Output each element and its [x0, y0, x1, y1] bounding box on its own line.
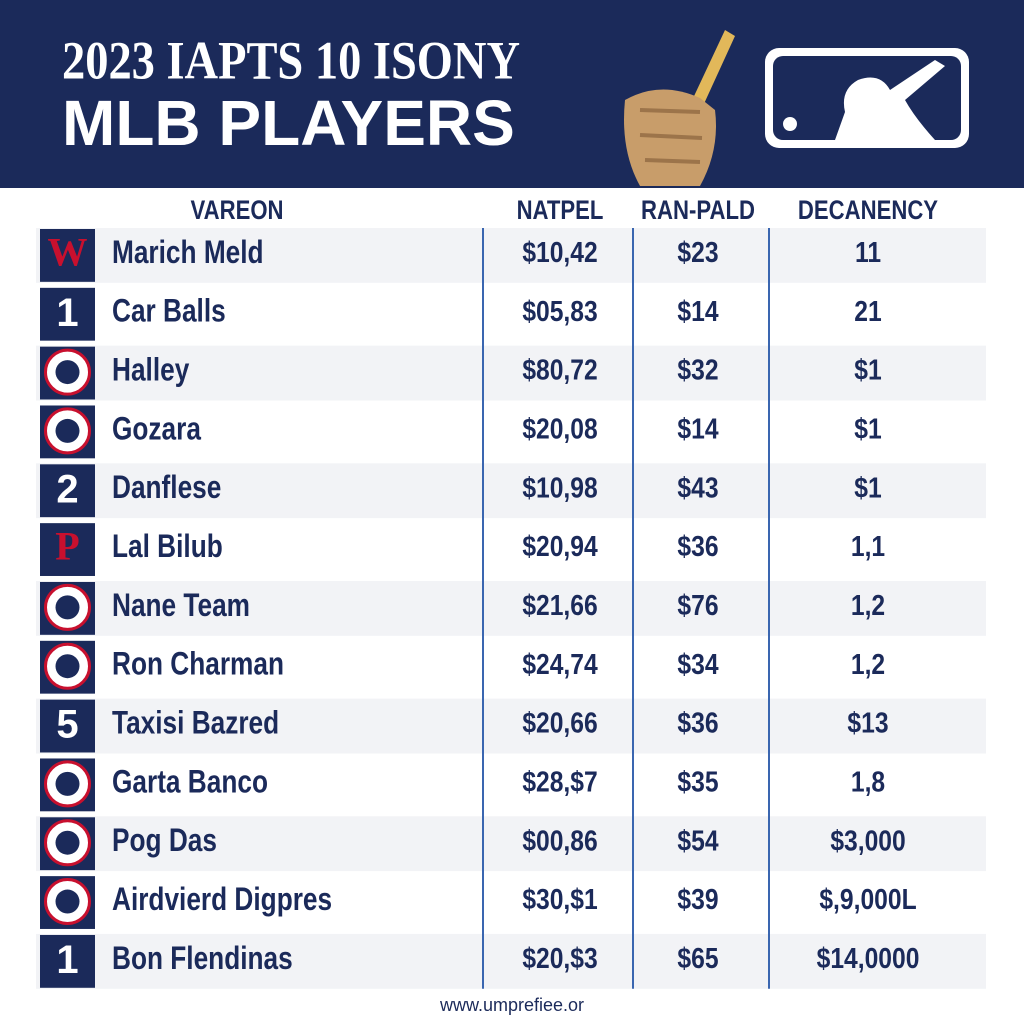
cell-value: 1,2: [851, 589, 885, 621]
cell-value: $34: [677, 648, 718, 680]
cell-value: $20,08: [522, 413, 597, 445]
cell-value: $36: [677, 707, 718, 739]
player-name: Lal Bilub: [112, 530, 223, 565]
table: VAREON NATPEL RAN-PALD DECANENCY W Marich Mel…: [36, 196, 986, 989]
cell-value: $10,98: [522, 472, 597, 504]
row-bg: [36, 875, 986, 930]
badge-text: W: [48, 230, 88, 275]
cell-value: $1: [854, 413, 881, 445]
cell-value: $1: [854, 354, 881, 386]
cell-value: 1,1: [851, 530, 885, 562]
cell-value: $,9,000L: [819, 883, 916, 915]
cell-value: $80,72: [522, 354, 597, 386]
mlb-logo: [765, 48, 969, 148]
team-badge: [40, 464, 95, 518]
cell-value: $14,0000: [817, 942, 920, 974]
column-header: NATPEL: [517, 196, 604, 226]
team-badge: [40, 934, 95, 988]
column-header: DECANENCY: [798, 196, 939, 226]
bat-hand-graphic: [624, 30, 735, 186]
cell-value: $39: [677, 883, 718, 915]
team-badge: [40, 523, 95, 576]
badge-text: P: [55, 524, 79, 569]
row-bg: [36, 580, 986, 636]
cell-value: $14: [677, 295, 718, 327]
cell-value: $20,66: [522, 707, 597, 739]
cell-value: $43: [677, 472, 718, 504]
cell-value: $21,66: [522, 589, 597, 621]
player-name: Airdvierd Digpres: [112, 883, 332, 918]
team-badge: [40, 287, 95, 341]
title-line1: 2023 IAPTS 10 ISONY: [62, 30, 520, 90]
player-name: Gozara: [112, 412, 202, 447]
badge-text: 2: [56, 467, 78, 511]
player-name: Pog Das: [112, 824, 217, 859]
cell-value: $35: [677, 766, 718, 798]
team-logo-inner: [55, 595, 80, 620]
row-bg: [36, 522, 986, 577]
team-logo-inner: [55, 830, 80, 855]
badge-text: 1: [56, 291, 78, 335]
cell-value: $76: [677, 589, 718, 621]
title-line2: MLB PLAYERS: [62, 87, 515, 159]
badge-text: 1: [56, 938, 78, 982]
cell-value: $32: [677, 354, 718, 386]
row-bg: [36, 345, 986, 401]
cell-value: $24,74: [522, 648, 597, 680]
cell-value: $1: [854, 472, 881, 504]
player-name: Danflese: [112, 471, 221, 506]
cell-value: $13: [847, 707, 888, 739]
row-bg: [36, 639, 986, 695]
footer-url: www.umprefiee.or: [439, 995, 584, 1015]
player-name: Halley: [112, 353, 190, 388]
cell-value: $3,000: [830, 825, 905, 857]
row-bg: [36, 757, 986, 813]
player-name: Car Balls: [112, 294, 226, 329]
cell-value: 21: [854, 295, 881, 327]
row-bg: [36, 463, 986, 519]
cell-value: $28,$7: [522, 766, 597, 798]
cell-value: $65: [677, 942, 718, 974]
team-logo-inner: [55, 418, 80, 443]
player-name: Marich Meld: [112, 236, 264, 271]
row-bg: [36, 404, 986, 460]
cell-value: $10,42: [522, 236, 597, 268]
badge-text: 5: [56, 703, 78, 747]
cell-value: 1,8: [851, 766, 885, 798]
team-badge: [40, 229, 95, 282]
row-bg: [36, 228, 986, 283]
team-logo-inner: [55, 360, 80, 385]
row-bg: [36, 698, 986, 754]
player-name: Bon Flendinas: [112, 941, 293, 976]
team-badge: [40, 699, 95, 753]
cell-value: $14: [677, 413, 718, 445]
row-bg: [36, 933, 986, 989]
cell-value: 11: [855, 236, 881, 268]
row-bg: [36, 286, 986, 342]
player-name: Garta Banco: [112, 765, 268, 800]
cell-value: $00,86: [522, 825, 597, 857]
cell-value: $05,83: [522, 295, 597, 327]
player-name: Taxisi Bazred: [112, 706, 279, 741]
team-logo-inner: [55, 654, 80, 679]
cell-value: $20,$3: [522, 942, 597, 974]
team-logo-inner: [55, 889, 80, 914]
cell-value: $36: [677, 530, 718, 562]
team-logo-inner: [55, 771, 80, 796]
row-bg: [36, 816, 986, 872]
player-name: Nane Team: [112, 589, 250, 624]
column-header: RAN-PALD: [641, 196, 755, 226]
cell-value: $54: [677, 825, 718, 857]
cell-value: 1,2: [851, 648, 885, 680]
cell-value: $23: [677, 236, 718, 268]
cell-value: $30,$1: [522, 883, 597, 915]
player-name: Ron Charman: [112, 647, 284, 682]
column-header: VAREON: [190, 196, 283, 226]
cell-value: $20,94: [522, 530, 597, 562]
